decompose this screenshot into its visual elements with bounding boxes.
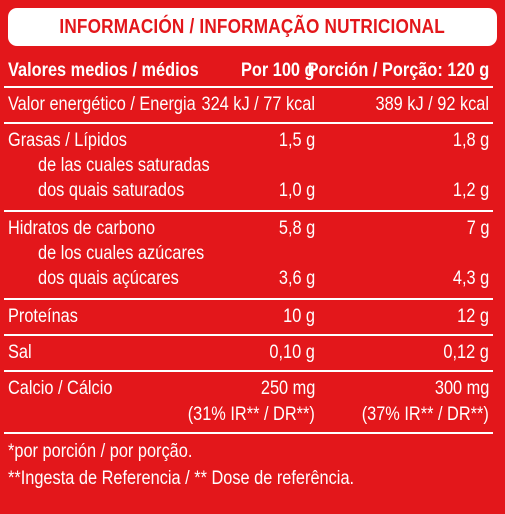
value-calcium-100g: 250 mg xyxy=(260,378,315,399)
divider xyxy=(4,122,493,124)
divider xyxy=(4,432,493,434)
row-label-sugars-pt: dos quais açúcares xyxy=(38,268,179,289)
row-label-protein: Proteínas xyxy=(8,306,78,327)
divider xyxy=(4,334,493,336)
row-label-energy: Valor energético / Energia xyxy=(8,94,196,115)
row-label-fat: Grasas / Lípidos xyxy=(8,130,127,151)
header-nutrient: Valores medios / médios xyxy=(8,60,199,81)
row-label-calcium: Calcio / Cálcio xyxy=(8,378,113,399)
value-salt-portion: 0,12 g xyxy=(443,342,489,363)
value-saturated-100g: 1,0 g xyxy=(278,180,315,201)
value-sugars-portion: 4,3 g xyxy=(452,268,489,289)
header-per-100g: Por 100 g xyxy=(241,60,315,81)
title-banner: INFORMACIÓN / INFORMAÇÃO NUTRICIONAL xyxy=(8,8,497,46)
value-fat-100g: 1,5 g xyxy=(278,130,315,151)
row-label-saturated-pt: dos quais saturados xyxy=(38,180,185,201)
value-carbs-portion: 7 g xyxy=(466,218,489,239)
value-carbs-100g: 5,8 g xyxy=(278,218,315,239)
value-saturated-portion: 1,2 g xyxy=(452,180,489,201)
footnote-reference: **Ingesta de Referencia / ** Dose de ref… xyxy=(8,468,355,489)
value-protein-portion: 12 g xyxy=(457,306,489,327)
value-calcium-100g-ri: (31% IR** / DR**) xyxy=(187,404,315,425)
value-calcium-portion: 300 mg xyxy=(434,378,489,399)
value-energy-portion: 389 kJ / 92 kcal xyxy=(375,94,489,115)
value-protein-100g: 10 g xyxy=(283,306,315,327)
divider xyxy=(4,210,493,212)
divider xyxy=(4,298,493,300)
row-label-saturated-es: de las cuales saturadas xyxy=(38,155,210,176)
value-salt-100g: 0,10 g xyxy=(269,342,315,363)
value-energy-100g: 324 kJ / 77 kcal xyxy=(201,94,315,115)
divider xyxy=(4,86,493,88)
value-fat-portion: 1,8 g xyxy=(452,130,489,151)
table-title: INFORMACIÓN / INFORMAÇÃO NUTRICIONAL xyxy=(59,15,446,38)
value-calcium-portion-ri: (37% IR** / DR**) xyxy=(361,404,489,425)
divider xyxy=(4,370,493,372)
row-label-carbs: Hidratos de carbono xyxy=(8,218,156,239)
value-sugars-100g: 3,6 g xyxy=(278,268,315,289)
header-per-portion: Porción / Porção: 120 g xyxy=(307,60,489,81)
row-label-salt: Sal xyxy=(8,342,32,363)
footnote-portion: *por porción / por porção. xyxy=(8,441,193,462)
row-label-sugars-es: de los cuales azúcares xyxy=(38,243,205,264)
